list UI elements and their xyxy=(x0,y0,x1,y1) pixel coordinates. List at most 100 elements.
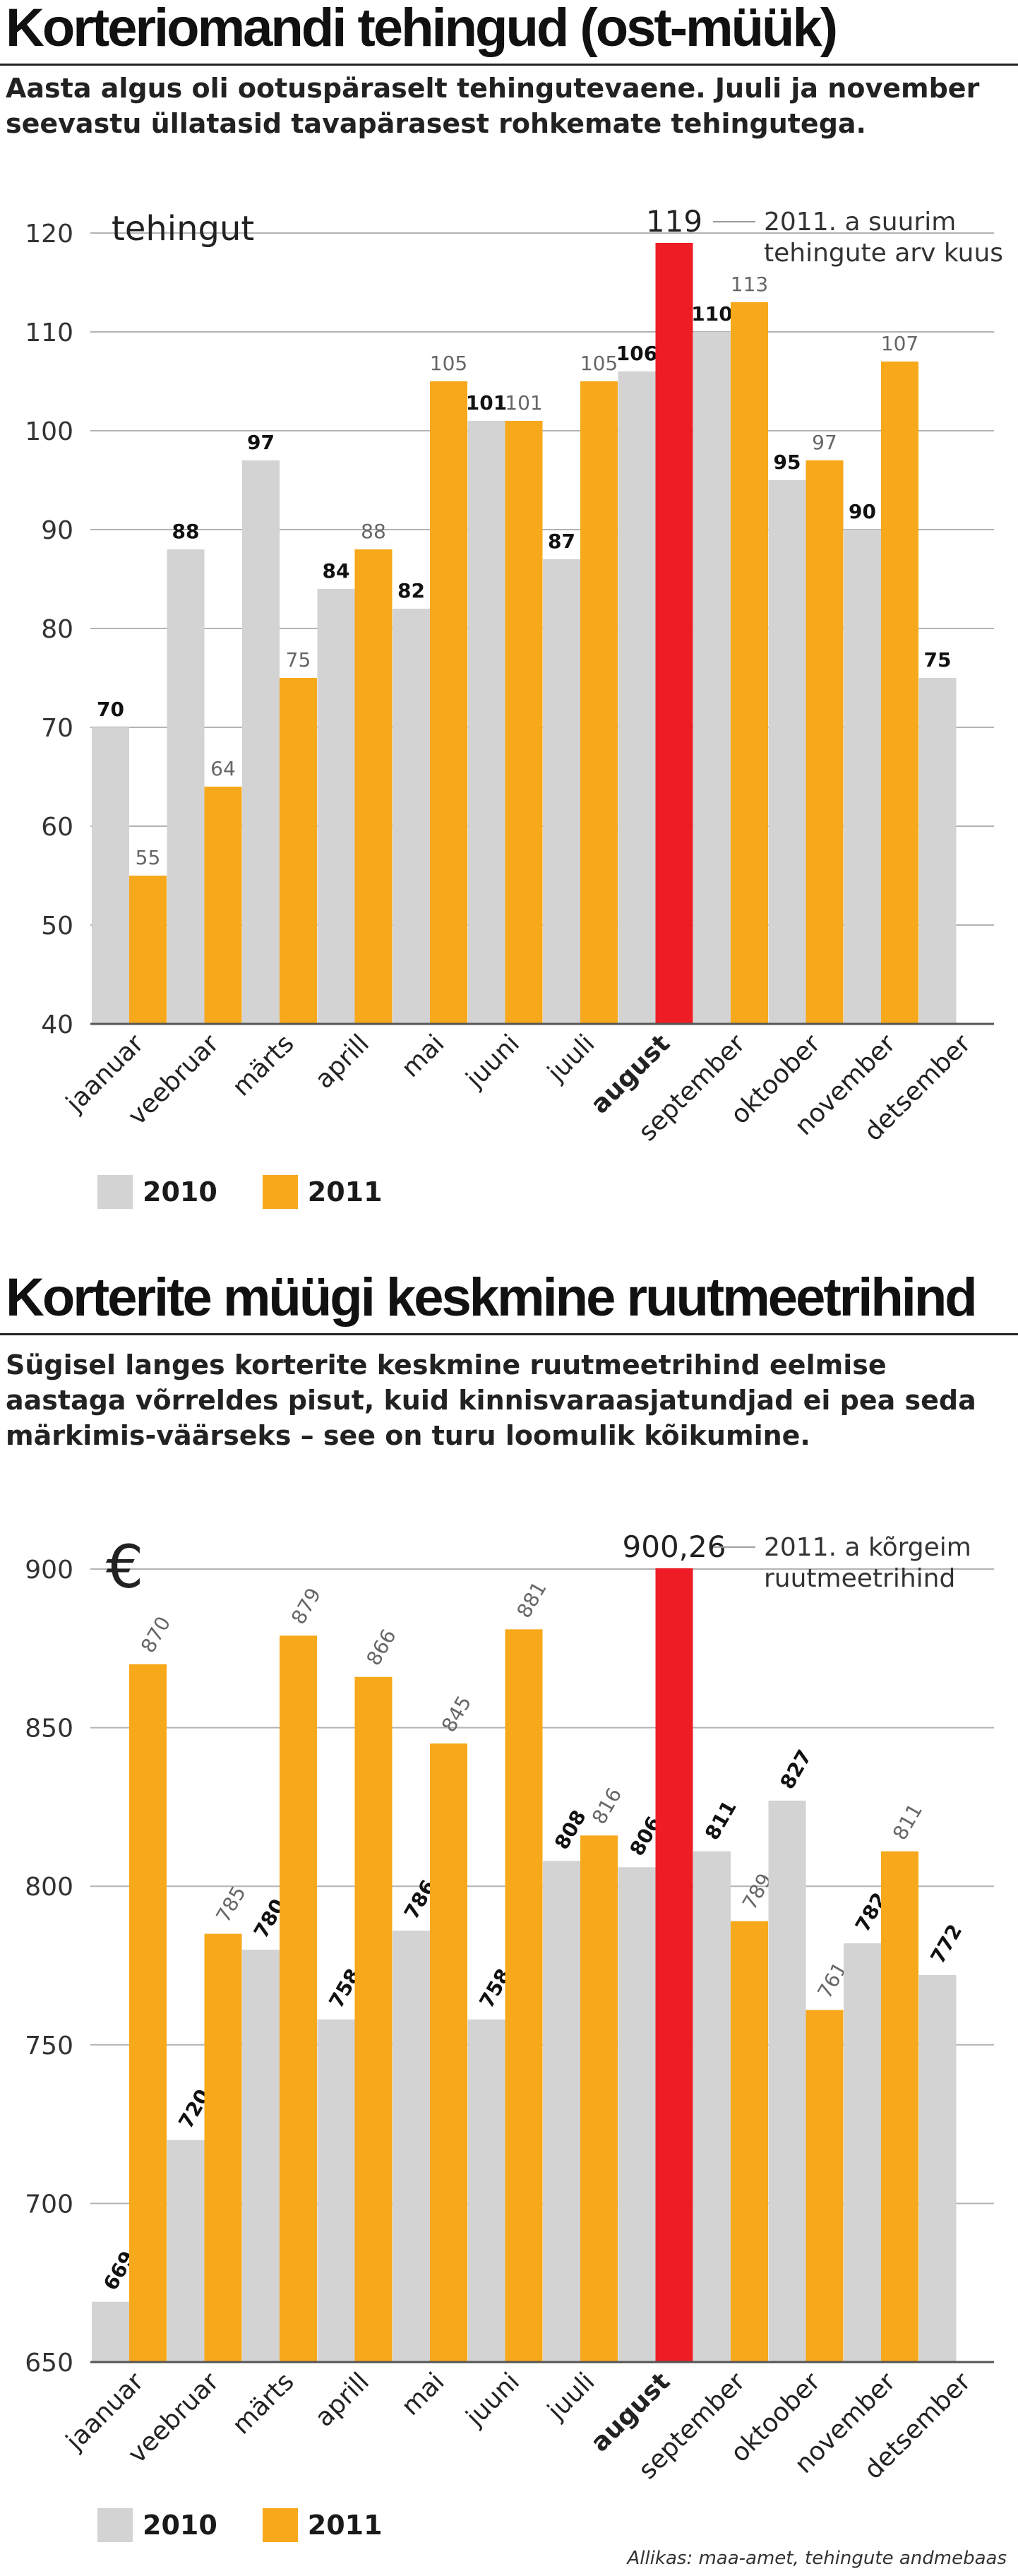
bar-2010-veebruar xyxy=(167,2140,205,2362)
x-tick-label: aprill xyxy=(310,2367,375,2432)
data-label-2011: 97 xyxy=(812,431,837,454)
data-label-2011: 881 xyxy=(512,1578,551,1622)
y-tick-label: 120 xyxy=(25,220,73,249)
bar-2010-august xyxy=(618,371,656,1024)
bar-2010-november xyxy=(844,530,881,1024)
data-label-2010: 90 xyxy=(849,500,876,523)
title-rule xyxy=(0,64,1018,66)
bar-2011-juuli xyxy=(580,1835,618,2362)
data-label-2011: 785 xyxy=(211,1882,250,1926)
data-label-2011: 107 xyxy=(881,332,918,355)
bar-2010-oktoober xyxy=(768,480,806,1024)
data-label-2011: 64 xyxy=(210,757,236,780)
bar-2011-märts xyxy=(280,1635,317,2362)
bar-2011-juuni xyxy=(505,1629,543,2362)
bar-2010-veebruar xyxy=(167,549,205,1024)
data-label-2010: 84 xyxy=(323,559,350,583)
bar-2011-juuli xyxy=(580,381,618,1024)
highlight-bar-2011-august xyxy=(655,243,693,1024)
bar-2011-september xyxy=(731,302,768,1024)
chart1-title: Korteriomandi tehingud (ost-müük) xyxy=(6,0,838,58)
bar-2011-mai xyxy=(430,381,467,1024)
bar-2010-detsember xyxy=(918,1974,957,2362)
data-label-2010: 97 xyxy=(247,431,275,454)
title-rule xyxy=(0,1333,1018,1335)
y-tick-label: 60 xyxy=(41,813,73,842)
y-tick-label: 90 xyxy=(41,516,73,545)
bar-2010-juuli xyxy=(543,1861,580,2362)
source-note: Allikas: maa-amet, tehingute andmebaas xyxy=(627,2548,1007,2569)
annotation-line-2: tehingute arv kuus xyxy=(764,239,1003,268)
data-label-2011: 811 xyxy=(888,1799,927,1844)
bar-2011-veebruar xyxy=(204,1933,242,2362)
chart2-legend: 2010 2011 xyxy=(97,2508,383,2542)
data-label-2011: 866 xyxy=(361,1625,400,1669)
data-label-2010: 827 xyxy=(775,1746,816,1793)
bar-2010-mai xyxy=(393,1931,430,2362)
y-axis-label: tehingut xyxy=(112,209,254,249)
data-label-2011: 870 xyxy=(136,1612,175,1657)
chart2-subtitle: Sügisel langes korterite keskmine ruutme… xyxy=(6,1349,976,1451)
annotation-line-1: 2011. a suurim xyxy=(764,208,956,237)
data-label-2010: 95 xyxy=(774,451,801,474)
bar-2011-oktoober xyxy=(806,2010,844,2362)
y-tick-label: 70 xyxy=(41,714,73,743)
bar-2010-aprill xyxy=(317,2019,355,2362)
bar-2010-september xyxy=(693,1851,731,2362)
data-label-2011: 816 xyxy=(587,1784,626,1828)
data-label-2011: 88 xyxy=(361,520,386,543)
y-tick-label: 750 xyxy=(25,2032,73,2061)
data-label-2011: 105 xyxy=(430,352,467,375)
legend-label-2010: 2010 xyxy=(143,1176,217,1208)
data-label-2010: 811 xyxy=(700,1796,741,1844)
annotation-line-1: 2011. a kõrgeim xyxy=(764,1533,971,1562)
y-tick-label: 110 xyxy=(25,318,73,347)
bar-2010-märts xyxy=(242,460,280,1024)
bar-2010-märts xyxy=(242,1950,280,2362)
bar-2011-jaanuar xyxy=(129,876,167,1024)
y-tick-label: 50 xyxy=(41,912,73,941)
bar-2011-juuni xyxy=(505,421,543,1024)
highlight-value-label: 119 xyxy=(646,204,702,239)
bar-2011-mai xyxy=(430,1743,467,2362)
bar-2010-juuni xyxy=(467,2019,505,2362)
bar-2011-september xyxy=(731,1921,768,2362)
bar-2011-november xyxy=(881,362,918,1024)
data-label-2010: 106 xyxy=(616,342,657,365)
y-tick-label: 850 xyxy=(25,1715,73,1743)
y-tick-label: 80 xyxy=(41,615,73,644)
highlight-bar-2011-august xyxy=(655,1568,693,2362)
x-tick-label: juuni xyxy=(460,2367,525,2432)
data-label-2011: 845 xyxy=(437,1692,476,1736)
bar-2010-detsember xyxy=(918,678,957,1024)
data-label-2011: 113 xyxy=(731,273,768,296)
data-label-2011: 105 xyxy=(580,352,618,375)
data-label-2010: 70 xyxy=(97,698,124,721)
y-tick-label: 650 xyxy=(25,2349,73,2378)
data-label-2011: 75 xyxy=(286,648,311,672)
data-label-2011: 101 xyxy=(505,391,542,415)
bar-2011-oktoober xyxy=(806,460,844,1024)
bar-2011-märts xyxy=(280,678,317,1024)
bar-2011-jaanuar xyxy=(129,1664,167,2362)
y-tick-label: 700 xyxy=(25,2190,73,2219)
bar-2010-august xyxy=(618,1867,656,2362)
bar-2010-mai xyxy=(393,609,430,1024)
bar-2010-aprill xyxy=(317,589,355,1024)
data-label-2010: 82 xyxy=(397,579,425,602)
y-tick-label: 100 xyxy=(25,417,73,446)
bar-2010-juuni xyxy=(467,421,505,1024)
bar-2010-november xyxy=(844,1943,881,2362)
legend-swatch-2011 xyxy=(262,1175,298,1209)
bar-2011-november xyxy=(881,1851,918,2362)
highlight-value-label: 900,26 xyxy=(623,1530,726,1564)
bar-2011-veebruar xyxy=(204,787,242,1024)
data-label-2010: 87 xyxy=(548,530,575,553)
bar-2010-september xyxy=(693,332,731,1024)
y-tick-label: 800 xyxy=(25,1873,73,1902)
data-label-2010: 772 xyxy=(926,1920,966,1967)
legend-swatch-2010 xyxy=(97,1175,133,1209)
x-tick-label: mai xyxy=(396,2367,450,2421)
legend-label-2011: 2011 xyxy=(307,1176,383,1208)
